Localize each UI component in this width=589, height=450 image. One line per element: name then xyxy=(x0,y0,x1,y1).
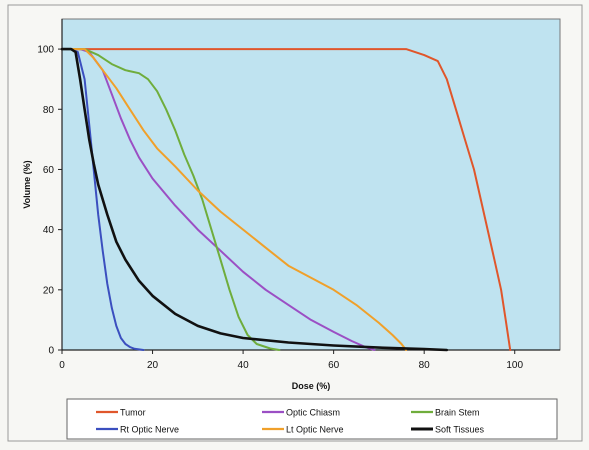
x-axis-label: Dose (%) xyxy=(292,381,331,391)
series-line-tumor xyxy=(70,48,512,351)
x-tick-label: 80 xyxy=(419,360,431,371)
y-tick-label: 20 xyxy=(43,285,55,296)
legend-label-soft-tissues: Soft Tissues xyxy=(435,425,485,435)
plot-area xyxy=(61,18,561,351)
y-axis-label: Volume (%) xyxy=(22,160,32,208)
legend-label-brain-stem: Brain Stem xyxy=(435,408,480,418)
series-line-lt-optic-nerve xyxy=(70,48,408,351)
legend-box xyxy=(66,398,558,440)
legend: Tumor Optic Chiasm Brain Stem Rt Optic Nerv… xyxy=(66,398,558,440)
y-tick-label: 40 xyxy=(43,225,55,236)
legend-label-optic-chiasm: Optic Chiasm xyxy=(286,408,340,418)
x-tick-label: 100 xyxy=(506,360,523,371)
legend-label-lt-optic-nerve: Lt Optic Nerve xyxy=(286,425,344,435)
y-tick-label: 100 xyxy=(37,45,54,56)
x-tick-label: 0 xyxy=(59,360,65,371)
y-tick-label: 0 xyxy=(48,346,54,357)
series-line-rt-optic-nerve xyxy=(70,48,145,351)
x-tick-label: 40 xyxy=(238,360,250,371)
series-line-optic-chiasm xyxy=(70,48,376,351)
x-tick-label: 60 xyxy=(328,360,340,371)
series-line-soft-tissues xyxy=(60,47,449,352)
x-tick-label: 20 xyxy=(147,360,159,371)
series-line-brain-stem xyxy=(70,48,281,351)
y-tick-label: 60 xyxy=(43,165,55,176)
legend-label-rt-optic-nerve: Rt Optic Nerve xyxy=(120,425,179,435)
legend-label-tumor: Tumor xyxy=(120,408,146,418)
y-tick-label: 80 xyxy=(43,105,55,116)
